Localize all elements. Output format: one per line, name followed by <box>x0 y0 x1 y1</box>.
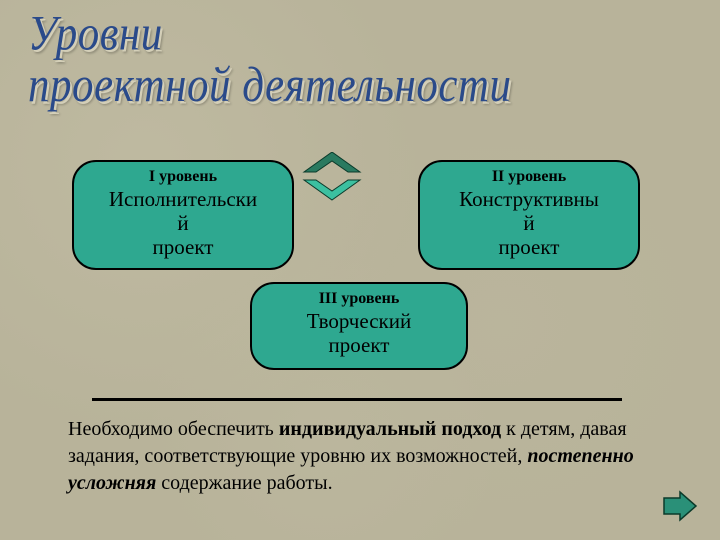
next-arrow-icon[interactable] <box>662 490 698 522</box>
level2-label: II уровень <box>428 168 630 186</box>
level3-main: Творческий проект <box>260 309 458 357</box>
level1-label: I уровень <box>82 168 284 186</box>
level3-label: III уровень <box>260 290 458 308</box>
body-seg-1: индивидуальный подход <box>279 418 501 440</box>
slide-title: Уровни проектной деятельности <box>28 8 511 112</box>
title-line1: Уровни <box>28 7 163 61</box>
body-seg-0: Необходимо обеспечить <box>68 418 279 440</box>
body-text: Необходимо обеспечить индивидуальный под… <box>68 416 668 497</box>
body-seg-4: содержание работы. <box>156 472 332 494</box>
level-box-3: III уровень Творческий проект <box>250 282 468 370</box>
level-box-2: II уровень Конструктивны й проект <box>418 160 640 270</box>
horizontal-divider <box>92 398 622 401</box>
level1-main: Исполнительски й проект <box>82 187 284 259</box>
level2-main: Конструктивны й проект <box>428 187 630 259</box>
title-line2: проектной деятельности <box>28 59 511 113</box>
level-box-1: I уровень Исполнительски й проект <box>72 160 294 270</box>
double-chevron-icon <box>302 152 362 202</box>
